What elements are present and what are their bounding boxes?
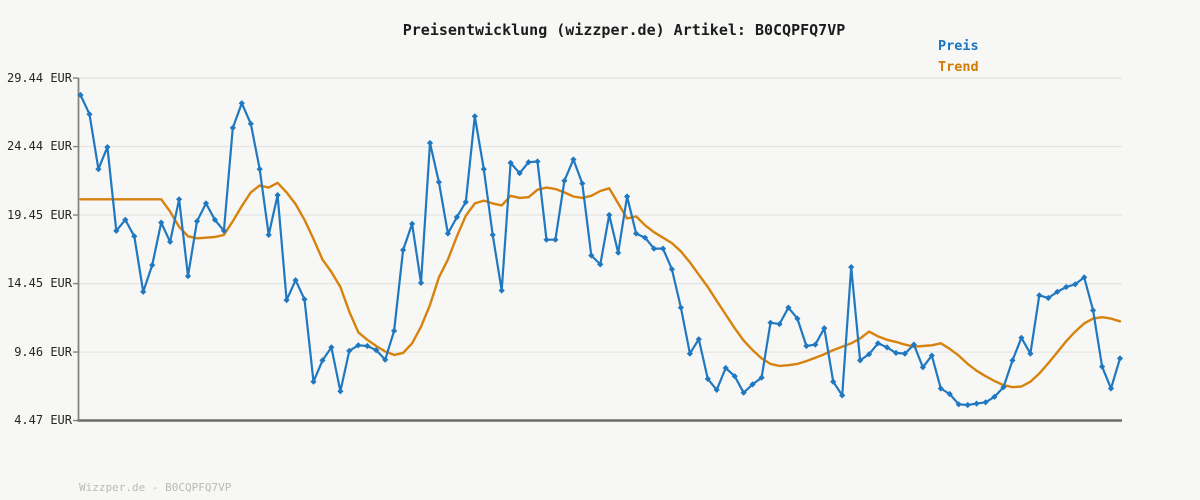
y-axis-label: 29.44 EUR (6, 70, 72, 85)
y-axis-label: 9.46 EUR (14, 344, 72, 359)
y-axis-label: 4.47 EUR (14, 413, 72, 427)
preis-markers (77, 91, 1124, 409)
preis-line (79, 93, 1122, 407)
y-axis-label: 24.44 EUR (6, 139, 72, 154)
y-axis-label: 19.45 EUR (6, 207, 72, 222)
legend-trend-label: Trend (938, 59, 979, 75)
trend-line (79, 181, 1122, 389)
y-axis-label: 14.45 EUR (6, 276, 72, 291)
watermark-text: Wizzper.de - B0CQPFQ7VP (79, 481, 232, 494)
chart-title: Preisentwicklung (wizzper.de) Artikel: B… (402, 21, 846, 39)
legend-preis-label: Preis (938, 38, 979, 54)
